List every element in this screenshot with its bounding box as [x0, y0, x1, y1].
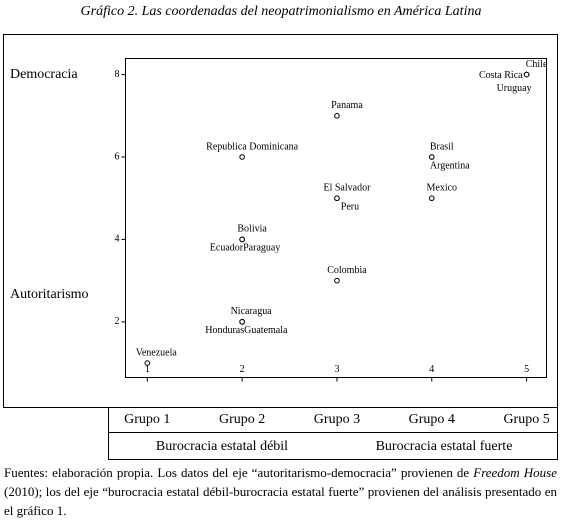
source-text: (2010); los del eje “burocracia estatal …	[4, 484, 557, 518]
point-label: Chile	[526, 59, 548, 70]
y-tick-label: 2	[115, 316, 120, 327]
point	[523, 71, 530, 78]
point	[144, 360, 151, 366]
point	[334, 195, 340, 202]
point-label: Uruguay	[497, 83, 532, 94]
point-label: Brasil	[430, 141, 454, 152]
y-tick-label: 4	[115, 234, 120, 245]
point-label: Republica Dominicana	[206, 141, 298, 152]
group-label: Grupo 5	[503, 412, 549, 427]
source-note: Fuentes: elaboración propia. Los datos d…	[4, 463, 557, 520]
group-label: Grupo 3	[314, 412, 360, 427]
point-label: Venezuela	[136, 347, 178, 358]
point-label: Paraguay	[243, 243, 280, 254]
y-tick-label: 8	[115, 69, 120, 80]
x-tick-label: 3	[334, 364, 339, 375]
point-label: Panama	[331, 100, 363, 111]
point	[334, 112, 340, 119]
x-tick-label: 5	[524, 364, 529, 375]
source-text: Fuentes: elaboración propia. Los datos d…	[4, 465, 474, 480]
x-tick-label: 4	[429, 364, 434, 375]
x-tick-label: 1	[145, 364, 150, 375]
point-label: Honduras	[205, 325, 244, 336]
x-annotation: Burocracia estatal débil	[156, 439, 288, 454]
frame	[3, 34, 558, 460]
point-label: Ecuador	[210, 243, 244, 254]
point-label: Guatemala	[244, 325, 288, 336]
point-label: Mexico	[426, 183, 457, 194]
x-tick-label: 2	[240, 364, 245, 375]
y-annotation: Democracia	[10, 67, 78, 82]
point-label: Peru	[341, 202, 359, 213]
point	[428, 154, 435, 160]
point	[239, 236, 245, 243]
group-label: Grupo 2	[219, 412, 265, 427]
y-tick-label: 6	[115, 151, 120, 162]
group-label: Grupo 1	[124, 412, 170, 427]
point	[239, 154, 245, 160]
point-label: El Salvador	[323, 183, 371, 194]
chart-title: Gráfico 2. Las coordenadas del neopatrim…	[81, 4, 482, 19]
point	[239, 319, 245, 325]
point-label: Nicaragua	[231, 306, 273, 317]
source-text: Freedom House	[473, 465, 557, 480]
chart: Gráfico 2. Las coordenadas del neopatrim…	[3, 4, 558, 460]
point	[334, 277, 340, 284]
point-label: Argentina	[430, 160, 470, 171]
point	[428, 195, 435, 202]
plot-area	[125, 58, 547, 378]
point-label: Colombia	[327, 265, 367, 276]
point-label: Costa Rica	[479, 70, 523, 81]
group-label: Grupo 4	[409, 412, 455, 427]
y-annotation: Autoritarismo	[10, 287, 89, 302]
x-annotation: Burocracia estatal fuerte	[376, 439, 513, 454]
point-label: Bolivia	[237, 224, 267, 235]
